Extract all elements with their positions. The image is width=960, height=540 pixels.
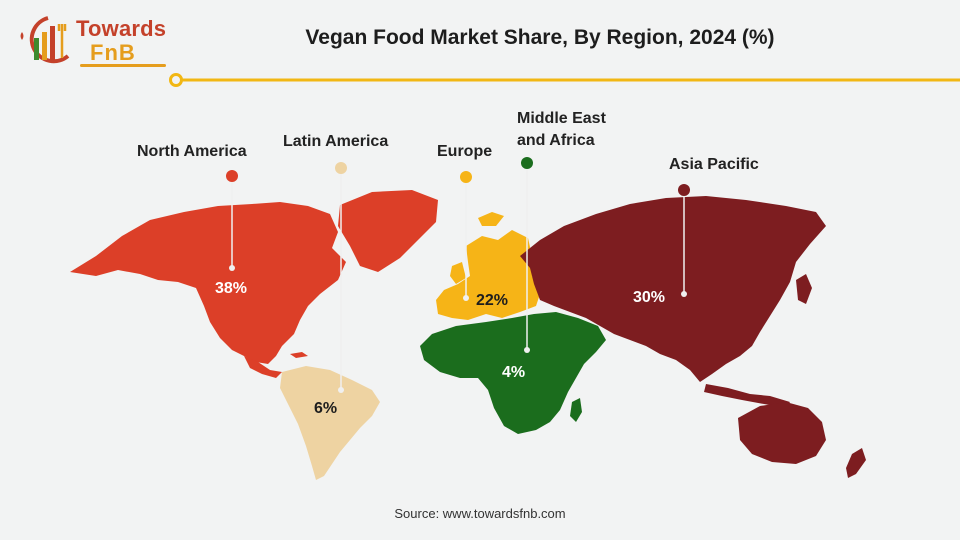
label-middle-east-africa: Middle East and Africa xyxy=(517,110,606,149)
region-shape-central-america xyxy=(244,356,282,378)
marker-middle-east-africa xyxy=(521,157,533,169)
label-north-america: North America xyxy=(137,143,247,160)
value-middle-east-africa: 4% xyxy=(502,364,526,381)
marker-north-america xyxy=(226,170,238,182)
region-shape-caribbean xyxy=(290,352,308,358)
region-shape-greenland xyxy=(338,190,438,272)
chart-title: Vegan Food Market Share, By Region, 2024… xyxy=(305,26,775,49)
region-shape-australia xyxy=(738,402,826,464)
value-north-america: 38% xyxy=(215,280,248,297)
region-shape-europe xyxy=(436,230,540,320)
value-latin-america: 6% xyxy=(314,400,338,417)
value-asia-pacific: 30% xyxy=(633,289,666,306)
marker-latin-america xyxy=(335,162,347,174)
value-europe: 22% xyxy=(476,292,509,309)
region-shape-uk xyxy=(450,262,466,284)
region-shape-madagascar xyxy=(570,398,582,422)
region-shape-latin-america xyxy=(280,366,380,480)
source-note: Source: www.towardsfnb.com xyxy=(394,506,566,521)
brand-logo: Towards FnB xyxy=(18,12,168,72)
region-shape-north-america xyxy=(70,202,346,364)
region-shape-new-zealand xyxy=(846,448,866,478)
brand-name-line2: FnB xyxy=(90,40,136,65)
region-shape-middle-east-africa xyxy=(420,312,606,434)
brand-underline xyxy=(80,64,166,67)
brand-name-line1: Towards xyxy=(76,16,167,41)
region-shape-japan xyxy=(796,274,812,304)
region-shape-asia-pacific xyxy=(520,196,826,382)
label-europe: Europe xyxy=(437,143,493,160)
marker-europe xyxy=(460,171,472,183)
region-shape-iceland xyxy=(478,212,504,226)
marker-asia-pacific xyxy=(678,184,690,196)
region-markers xyxy=(226,157,690,393)
label-asia-pacific: Asia Pacific xyxy=(669,156,759,173)
label-latin-america: Latin America xyxy=(283,133,389,150)
logo-bars-icon xyxy=(20,16,70,64)
leader-lines xyxy=(231,163,685,390)
title-divider xyxy=(169,73,960,87)
region-shape-indonesia xyxy=(704,384,790,408)
